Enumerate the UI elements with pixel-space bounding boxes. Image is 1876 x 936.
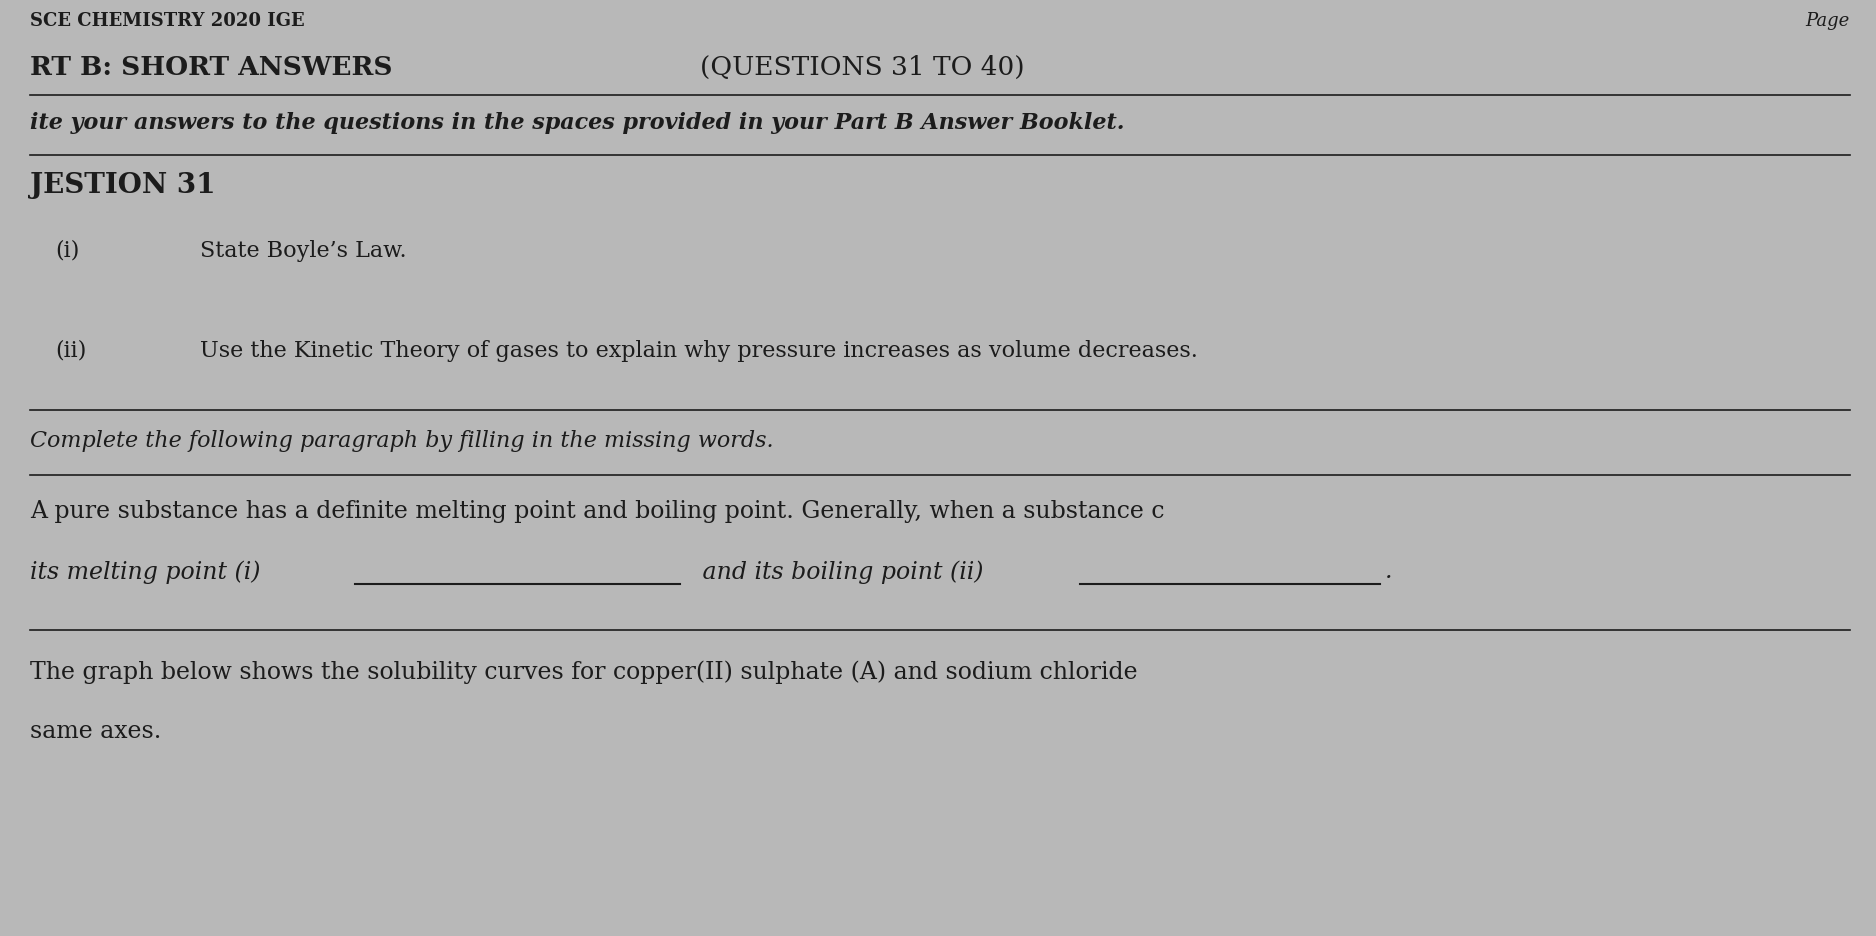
Text: (QUESTIONS 31 TO 40): (QUESTIONS 31 TO 40)	[700, 55, 1024, 80]
Text: The graph below shows the solubility curves for copper(II) sulphate (A) and sodi: The graph below shows the solubility cur…	[30, 660, 1137, 683]
Text: SCE CHEMISTRY 2020 IGE: SCE CHEMISTRY 2020 IGE	[30, 12, 304, 30]
Text: Complete the following paragraph by filling in the missing words.: Complete the following paragraph by fill…	[30, 430, 773, 452]
Text: JESTION 31: JESTION 31	[30, 172, 216, 199]
Text: RT B: SHORT ANSWERS: RT B: SHORT ANSWERS	[30, 55, 392, 80]
Text: ite your answers to the questions in the spaces provided in your Part B Answer B: ite your answers to the questions in the…	[30, 112, 1124, 134]
Text: State Boyle’s Law.: State Boyle’s Law.	[201, 240, 407, 262]
Text: (ii): (ii)	[54, 340, 86, 362]
Text: .: .	[1384, 560, 1392, 583]
Text: and its boiling point (ii): and its boiling point (ii)	[694, 560, 991, 583]
Text: its melting point (i): its melting point (i)	[30, 560, 268, 583]
Text: Page: Page	[1807, 12, 1850, 30]
Text: same axes.: same axes.	[30, 720, 161, 743]
Text: Use the Kinetic Theory of gases to explain why pressure increases as volume decr: Use the Kinetic Theory of gases to expla…	[201, 340, 1199, 362]
Text: (i): (i)	[54, 240, 79, 262]
Text: A pure substance has a definite melting point and boiling point. Generally, when: A pure substance has a definite melting …	[30, 500, 1165, 523]
